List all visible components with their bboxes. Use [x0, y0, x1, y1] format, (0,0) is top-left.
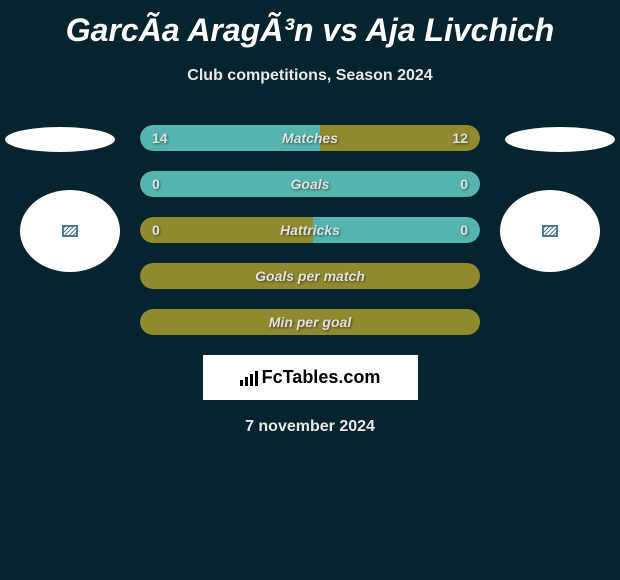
player-avatar-right: [505, 127, 615, 152]
comparison-area: 14 12 Matches 0 0 Goals 0 0 Hattricks Goals per m…: [0, 125, 620, 436]
stat-value-right: 0: [460, 176, 468, 192]
placeholder-icon: [542, 225, 558, 237]
page-title: GarcÃ­a AragÃ³n vs Aja Livchich: [0, 0, 620, 49]
stat-bar-min-per-goal: Min per goal: [140, 309, 480, 335]
club-badge-left: [20, 190, 120, 272]
placeholder-icon: [62, 225, 78, 237]
stat-value-right: 12: [452, 130, 468, 146]
logo-text: FcTables.com: [262, 367, 381, 388]
stat-label: Goals: [291, 176, 330, 192]
club-badge-right: [500, 190, 600, 272]
stat-label: Min per goal: [269, 314, 351, 330]
stat-value-left: 14: [152, 130, 168, 146]
stat-label: Matches: [282, 130, 338, 146]
chart-icon: [240, 370, 258, 386]
stat-bar-hattricks: 0 0 Hattricks: [140, 217, 480, 243]
stat-label: Hattricks: [280, 222, 340, 238]
subtitle: Club competitions, Season 2024: [0, 67, 620, 85]
player-avatar-left: [5, 127, 115, 152]
stat-bar-goals: 0 0 Goals: [140, 171, 480, 197]
fctables-logo: FcTables.com: [240, 367, 381, 388]
stat-label: Goals per match: [255, 268, 365, 284]
stat-bar-matches: 14 12 Matches: [140, 125, 480, 151]
stat-value-right: 0: [460, 222, 468, 238]
stat-bar-goals-per-match: Goals per match: [140, 263, 480, 289]
stat-value-left: 0: [152, 222, 160, 238]
stat-value-left: 0: [152, 176, 160, 192]
generated-date: 7 november 2024: [0, 418, 620, 436]
logo-box: FcTables.com: [203, 355, 418, 400]
stats-bars: 14 12 Matches 0 0 Goals 0 0 Hattricks Goals per m…: [140, 125, 480, 335]
